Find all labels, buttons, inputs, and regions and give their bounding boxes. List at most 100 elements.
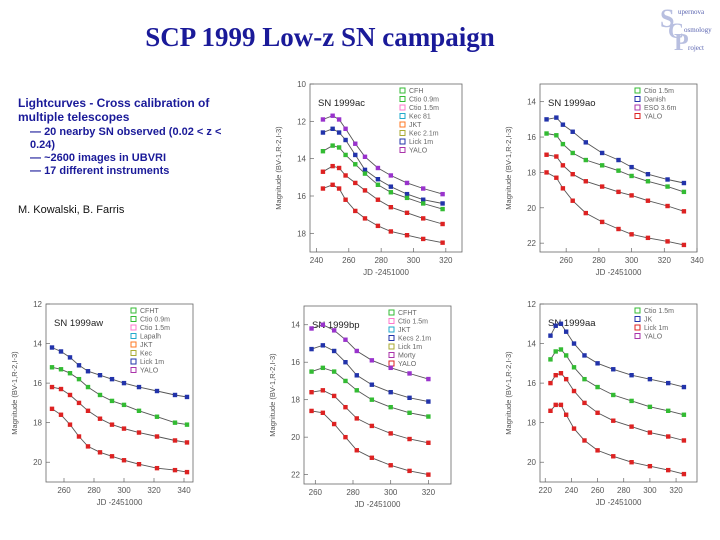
data-point-U (354, 348, 359, 354)
legend-entry: YALO (140, 368, 159, 375)
legend-marker (130, 324, 137, 331)
chart-sn1999aa: 220 240 260 280 300 320 12 14 16 18 20 JD -2451000 M… (500, 296, 705, 516)
legend-entry: Ctio 1.5m (644, 88, 674, 95)
data-point-R (309, 389, 314, 395)
data-point-V (407, 410, 412, 415)
legend-marker (634, 87, 641, 94)
data-point-U (343, 337, 348, 342)
data-point-R (369, 423, 375, 429)
data-point-R (109, 422, 115, 427)
logo-word-1: upernova (678, 8, 705, 16)
legend-entry: Ctio 1.5m (409, 105, 439, 112)
y-tick-label: 16 (33, 379, 42, 388)
data-point-I (563, 412, 569, 417)
legend-marker (388, 309, 395, 316)
data-point-V (548, 357, 553, 362)
x-tick-label: 280 (374, 256, 388, 265)
data-point-I (583, 210, 588, 216)
legend-marker (130, 333, 137, 339)
data-point-B (58, 349, 64, 354)
legend-marker (130, 341, 137, 348)
data-point-B (407, 395, 412, 401)
chart-sn1999bp: 260 280 300 320 14 16 18 20 22 JD -2451000 Magnitu… (264, 298, 459, 518)
data-point-R (320, 169, 326, 174)
legend-marker (399, 121, 406, 128)
legend-entry: Ctio 0.9m (140, 317, 170, 324)
y-tick-label: 16 (297, 192, 306, 201)
bullet-text: 20 nearby SN observed (0.02 < z < 0.24) (30, 126, 222, 151)
data-point-B (558, 321, 564, 326)
data-point-V (560, 141, 566, 147)
legend-marker (399, 147, 406, 153)
data-point-V (320, 365, 326, 371)
data-point-R (554, 154, 559, 159)
legend-marker (634, 104, 641, 111)
legend-entry: ESO 3.6m (644, 105, 676, 112)
x-axis-label: JD -2451000 (363, 268, 409, 277)
data-point-I (595, 448, 600, 453)
y-tick-label: 14 (527, 98, 536, 107)
data-point-I (558, 402, 564, 408)
fit-curve-B (51, 347, 188, 398)
legend-marker (388, 326, 395, 333)
data-point-B (571, 341, 577, 346)
logo-word-3: roject (688, 44, 704, 52)
data-point-I (666, 467, 671, 473)
lightcurve-plot: 260 280 300 320 14 16 18 20 22 JD -2451000 Magnitu… (268, 305, 452, 509)
x-axis-label: JD -2451000 (355, 500, 401, 509)
data-point-B (320, 343, 326, 348)
data-point-I (553, 402, 558, 408)
data-point-B (309, 346, 314, 352)
data-point-R (563, 376, 569, 382)
data-point-R (404, 210, 410, 215)
x-axis-label: JD -2451000 (97, 498, 143, 507)
legend-marker (130, 316, 137, 322)
data-point-V (420, 201, 426, 206)
x-tick-label: 260 (309, 488, 323, 497)
data-point-I (647, 463, 653, 469)
y-tick-label: 18 (291, 396, 300, 405)
data-point-I (320, 410, 326, 415)
y-tick-label: 18 (527, 168, 536, 177)
data-point-V (331, 369, 337, 374)
legend-entry: YALO (644, 114, 663, 121)
bullet-item: — ~2600 images in UBVRI (30, 152, 230, 165)
x-tick-label: 280 (592, 256, 606, 265)
data-point-B (426, 399, 431, 404)
legend-marker (130, 350, 137, 356)
data-point-B (629, 164, 634, 170)
y-tick-label: 16 (291, 358, 300, 367)
data-point-B (85, 369, 91, 374)
data-point-R (388, 431, 393, 436)
data-point-B (440, 201, 445, 206)
data-point-U (320, 117, 326, 122)
data-point-V (85, 384, 91, 390)
legend-entry: CFH (409, 88, 423, 95)
fit-curve-V (51, 366, 188, 426)
data-point-V (336, 145, 342, 150)
data-point-R (611, 418, 616, 423)
data-point-U (320, 322, 326, 327)
data-point-I (362, 216, 368, 221)
data-point-V (426, 414, 431, 419)
logo-letter-s: S (660, 4, 675, 33)
data-point-R (330, 163, 335, 169)
data-point-I (548, 408, 553, 413)
data-point-I (629, 232, 634, 237)
data-point-U (343, 126, 348, 131)
data-point-I (343, 434, 348, 440)
data-point-B (336, 130, 342, 135)
data-point-R (440, 221, 445, 227)
data-point-B (554, 115, 559, 120)
data-point-I (560, 186, 566, 191)
data-point-I (49, 406, 55, 412)
fit-curve-R (51, 386, 188, 443)
data-point-I (67, 422, 73, 427)
x-tick-label: 280 (87, 486, 101, 495)
data-point-B (343, 137, 348, 143)
data-point-I (85, 444, 91, 449)
data-point-I (440, 240, 445, 245)
fit-curve-R (546, 154, 685, 212)
data-point-B (611, 367, 616, 372)
data-point-I (582, 438, 587, 443)
